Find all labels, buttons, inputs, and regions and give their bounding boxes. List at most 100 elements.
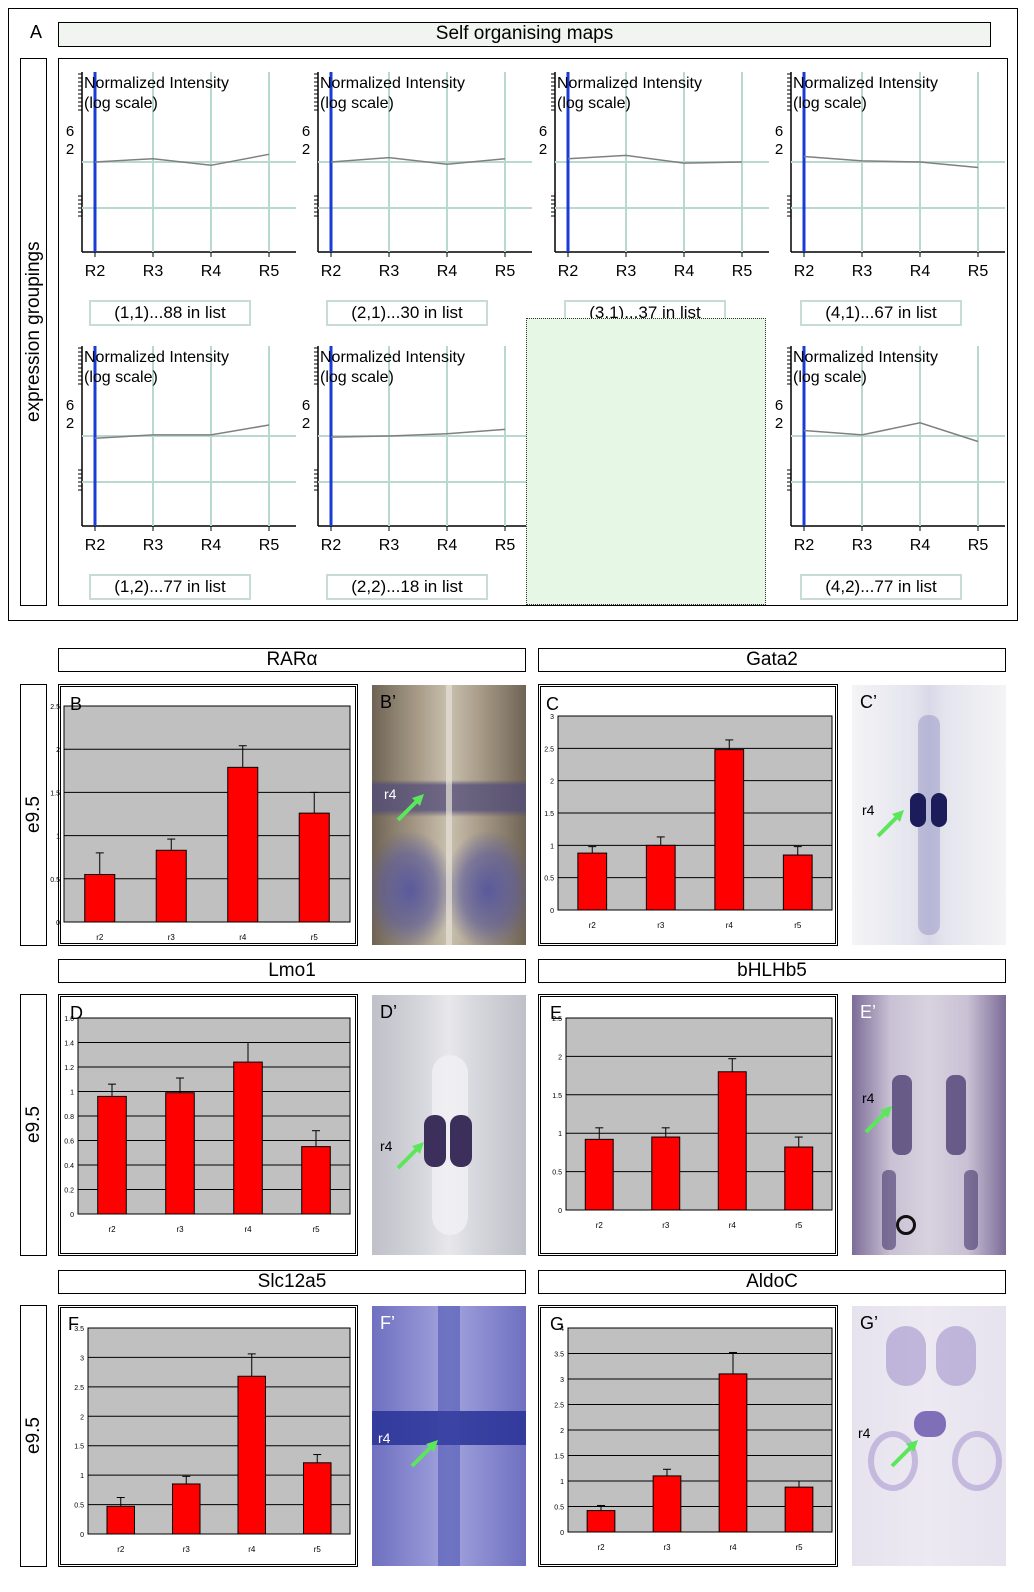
bar-r5 — [301, 1146, 331, 1215]
som-caption: (4,2)...77 in list — [800, 574, 962, 600]
r4-label-b: r4 — [384, 786, 397, 802]
photo-d-prime — [372, 995, 526, 1255]
som-axis-title: (log scale) — [793, 369, 867, 386]
som-x-label: R5 — [732, 263, 753, 280]
bar-r2 — [586, 1510, 616, 1533]
photo-letter-e-prime: E’ — [860, 1002, 877, 1022]
chart-g-frame — [538, 1305, 838, 1567]
som-y-tick-label: 6 — [66, 397, 74, 414]
som-axis-title: (log scale) — [793, 95, 867, 112]
som-profile-line — [567, 154, 743, 164]
som-caption: (1,1)...88 in list — [89, 300, 251, 326]
bar-r3 — [645, 844, 676, 911]
arrow-b-head — [412, 794, 424, 806]
som-profile-line — [330, 156, 506, 165]
som-y-tick-label: 6 — [539, 123, 547, 140]
som-profile-line — [803, 422, 979, 443]
som-profile-line — [94, 424, 270, 439]
bar-r4 — [237, 1375, 267, 1535]
r4-label-c: r4 — [862, 802, 875, 818]
y-tick-label: 0 — [80, 1532, 84, 1539]
arrow-f — [410, 1444, 434, 1468]
bar-r2 — [106, 1505, 136, 1535]
x-tick-label: r4 — [244, 1225, 252, 1234]
photo-b-prime — [372, 685, 526, 945]
som-x-label: R3 — [143, 537, 164, 554]
bar-r4 — [227, 766, 259, 923]
x-tick-label: r3 — [657, 921, 665, 930]
photo-c-prime — [852, 685, 1006, 945]
panel-a-letter: A — [30, 22, 43, 42]
som-caption: (1,2)...77 in list — [89, 574, 251, 600]
bar-r5 — [784, 1486, 814, 1533]
gene-title-slc12a5: Slc12a5 — [58, 1270, 526, 1294]
y-tick-label: 1.2 — [64, 1065, 74, 1072]
x-tick-label: r4 — [248, 1545, 256, 1554]
som-x-label: R5 — [259, 537, 280, 554]
bar-chart-g: 0 0.5 1 1.5 2 2.5 3 3.5 4 r2 r3 r4 r5 — [554, 1326, 833, 1552]
x-tick-label: r4 — [726, 921, 734, 930]
arrow-e-head — [880, 1106, 892, 1118]
y-tick-label: 0 — [558, 1208, 562, 1215]
r4-label-f: r4 — [378, 1430, 391, 1446]
som-axis-title: Normalized Intensity — [84, 75, 229, 92]
y-tick-label: 2.5 — [74, 1385, 84, 1392]
bar-r5 — [298, 812, 330, 923]
gene-title-lmo1: Lmo1 — [58, 959, 526, 983]
panel-letter-c: C — [546, 694, 559, 714]
arrow-d — [396, 1146, 420, 1170]
r4-label-g: r4 — [858, 1425, 871, 1441]
arrow-b — [396, 798, 420, 822]
photo-letter-g-prime: G’ — [860, 1313, 878, 1333]
som-y-tick-label: 2 — [302, 415, 310, 432]
som-chart-22: R2 R3 R4 R5 62 Normalized Intensity (log scale… — [302, 346, 532, 554]
x-tick-label: r4 — [729, 1221, 737, 1230]
panel-letter-f: F — [68, 1314, 79, 1334]
panel-a-title: Self organising maps — [58, 22, 991, 47]
bar-r3 — [171, 1483, 201, 1535]
som-x-label: R4 — [674, 263, 695, 280]
y-tick-label: 1.5 — [544, 811, 554, 818]
y-tick-label: 2.5 — [50, 704, 60, 711]
som-chart-21: R2 R3 R4 R5 62 Normalized Intensity (log scale… — [302, 72, 532, 280]
y-tick-label: 0.5 — [554, 1505, 564, 1512]
bar-r5 — [784, 1146, 814, 1211]
gene-title-aldoc: AldoC — [538, 1270, 1006, 1294]
som-y-tick-label: 6 — [302, 123, 310, 140]
y-tick-label: 3 — [80, 1355, 84, 1362]
y-tick-label: 3 — [560, 1377, 564, 1384]
som-x-label: R2 — [321, 263, 342, 280]
chart-b-frame — [58, 684, 358, 946]
y-tick-label: 1 — [560, 1479, 564, 1486]
expression-groupings-box — [20, 58, 47, 606]
stage-box-row2 — [20, 994, 47, 1256]
y-tick-label: 2.5 — [554, 1403, 564, 1410]
som-y-tick-label: 6 — [302, 397, 310, 414]
x-tick-label: r2 — [117, 1545, 125, 1554]
y-tick-label: 3.5 — [554, 1352, 564, 1359]
som-grid-frame — [58, 58, 1008, 606]
y-tick-label: 0.5 — [552, 1170, 562, 1177]
som-axis-title: (log scale) — [557, 95, 631, 112]
som-caption: (2,1)...30 in list — [326, 300, 488, 326]
y-tick-label: 0.8 — [64, 1114, 74, 1121]
som-x-label: R2 — [558, 263, 579, 280]
som-profile-line — [330, 428, 506, 438]
photo-g-prime — [852, 1306, 1006, 1566]
bar-r2 — [84, 873, 116, 923]
x-tick-label: r3 — [662, 1221, 670, 1230]
som-x-label: R3 — [852, 263, 873, 280]
y-tick-label: 2 — [80, 1414, 84, 1421]
x-tick-label: r3 — [176, 1225, 184, 1234]
bar-r3 — [155, 849, 187, 923]
panel-letter-d: D — [70, 1003, 83, 1023]
som-y-tick-label: 2 — [539, 141, 547, 158]
som-chart-12: R2 R3 R4 R5 62 Normalized Intensity (log scale… — [66, 346, 296, 554]
som-axis-title: Normalized Intensity — [84, 349, 229, 366]
y-tick-label: 2 — [558, 1054, 562, 1061]
y-tick-label: 0.2 — [64, 1188, 74, 1195]
photo-letter-d-prime: D’ — [380, 1002, 397, 1022]
y-tick-label: 1.5 — [50, 790, 60, 797]
y-tick-label: 1.5 — [554, 1454, 564, 1461]
